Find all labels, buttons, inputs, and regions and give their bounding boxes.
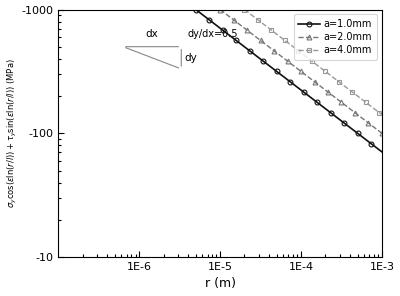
a=1.0mm (288, 80, 292, 83)
a=2.0mm (258, 39, 263, 42)
Y-axis label: $\sigma_y\cos(\varepsilon\ln(r/l))+\tau_y\sin(\varepsilon\ln(r/l))$ (MPa): $\sigma_y\cos(\varepsilon\ln(r/l))+\tau_… (6, 58, 19, 208)
Text: dy/dx=0.5: dy/dx=0.5 (188, 29, 238, 39)
a=2.0mm (285, 59, 290, 63)
a=1.0mm (207, 18, 212, 22)
a=1.0mm (315, 101, 320, 104)
a=1.0mm (328, 111, 333, 115)
a=4.0mm (242, 8, 247, 11)
a=1.0mm (382, 152, 387, 156)
a=2.0mm (218, 8, 222, 11)
a=1.0mm (355, 131, 360, 135)
a=1.0mm (261, 59, 266, 63)
a=1.0mm (274, 70, 279, 73)
Line: a=1.0mm: a=1.0mm (193, 7, 400, 260)
a=2.0mm (339, 101, 344, 104)
a=4.0mm (282, 39, 287, 42)
a=1.0mm (234, 39, 239, 42)
a=2.0mm (326, 90, 330, 94)
a=1.0mm (247, 49, 252, 53)
a=1.0mm (342, 121, 346, 125)
a=4.0mm (364, 101, 368, 104)
X-axis label: r (m): r (m) (205, 277, 236, 290)
Legend: a=1.0mm, a=2.0mm, a=4.0mm: a=1.0mm, a=2.0mm, a=4.0mm (294, 15, 377, 60)
a=4.0mm (350, 90, 355, 94)
a=2.0mm (299, 70, 304, 73)
a=2.0mm (272, 49, 276, 53)
a=4.0mm (336, 80, 341, 83)
Text: dx: dx (146, 29, 158, 39)
a=2.0mm (366, 121, 371, 125)
a=1.0mm (220, 28, 225, 32)
a=1.0mm (396, 163, 400, 166)
a=2.0mm (380, 131, 384, 135)
Line: a=2.0mm: a=2.0mm (218, 7, 400, 260)
a=4.0mm (390, 121, 395, 125)
Line: a=4.0mm: a=4.0mm (242, 7, 400, 260)
a=2.0mm (393, 142, 398, 145)
a=4.0mm (310, 59, 314, 63)
a=2.0mm (312, 80, 317, 83)
a=2.0mm (352, 111, 357, 115)
a=4.0mm (323, 70, 328, 73)
Text: dy: dy (184, 53, 197, 63)
a=1.0mm (301, 90, 306, 94)
a=1.0mm (369, 142, 374, 145)
a=2.0mm (231, 18, 236, 22)
a=4.0mm (256, 18, 260, 22)
a=2.0mm (245, 28, 250, 32)
a=4.0mm (296, 49, 301, 53)
a=4.0mm (377, 111, 382, 115)
a=1.0mm (193, 8, 198, 11)
a=4.0mm (269, 28, 274, 32)
